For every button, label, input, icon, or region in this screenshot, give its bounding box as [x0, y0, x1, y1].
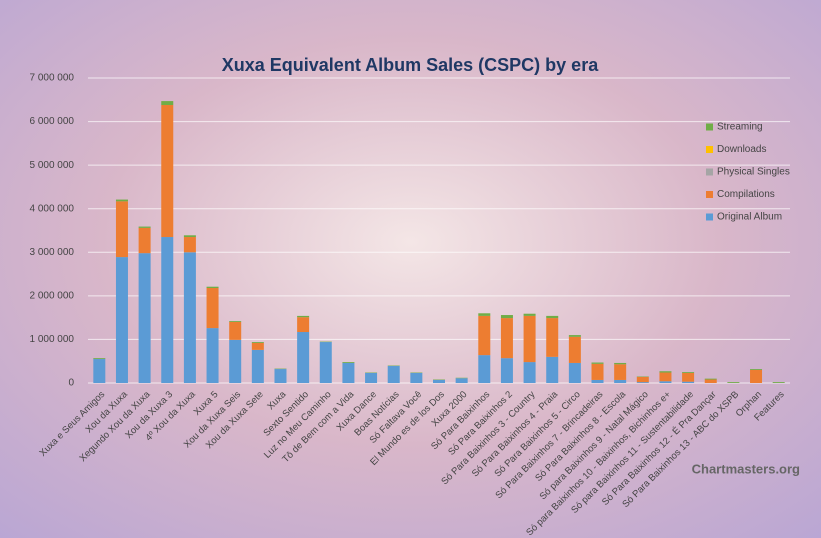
- y-tick-label: 3 000 000: [30, 247, 75, 258]
- bar-segment: [115, 201, 128, 258]
- bar-segment: [161, 105, 174, 238]
- bar-segment: [251, 342, 264, 343]
- bar-segment: [478, 313, 491, 316]
- bar-segment: [500, 318, 513, 359]
- bar-segment: [546, 356, 559, 383]
- bar-segment: [274, 369, 287, 383]
- y-tick-label: 0: [68, 378, 74, 389]
- bar-segment: [523, 315, 536, 363]
- bar-segment: [591, 379, 604, 383]
- bar-segment: [229, 321, 242, 322]
- bar-segment: [161, 237, 174, 383]
- bar-segment: [93, 358, 106, 360]
- bar-segment: [342, 362, 355, 363]
- bar-segment: [546, 315, 559, 319]
- bar-segment: [115, 199, 128, 202]
- bar-segment: [523, 313, 536, 316]
- bar-segment: [229, 339, 242, 383]
- bar-segment: [682, 372, 695, 373]
- bar-segment: [229, 322, 242, 340]
- bar-segment: [138, 226, 151, 228]
- legend-swatch: [706, 213, 713, 221]
- source: Chartmasters.org: [692, 461, 800, 476]
- bar-segment: [523, 362, 536, 383]
- bar-segment: [433, 379, 445, 383]
- bar-segment: [727, 382, 740, 383]
- bar-segment: [319, 342, 332, 383]
- bar-segment: [772, 382, 785, 383]
- bar-segment: [183, 252, 196, 383]
- legend-label: Original Album: [717, 212, 782, 223]
- legend-swatch: [706, 191, 713, 198]
- bar-segment: [206, 288, 219, 329]
- bar-segment: [568, 335, 581, 337]
- bar-segment: [614, 379, 627, 383]
- bar-segment: [591, 363, 604, 380]
- bar-segment: [251, 349, 264, 383]
- bar-segment: [614, 362, 627, 365]
- bar-segment: [206, 286, 219, 289]
- bar-segment: [183, 237, 196, 253]
- bar-segment: [568, 336, 581, 363]
- bar-segment: [251, 342, 264, 350]
- bar-segment: [206, 328, 219, 383]
- bar-segment: [183, 235, 196, 238]
- bar-segment: [546, 318, 559, 357]
- bar-segment: [568, 362, 581, 383]
- legend-swatch: [706, 146, 713, 153]
- bar-segment: [682, 372, 695, 382]
- bar-segment: [138, 253, 151, 383]
- bar-segment: [500, 358, 513, 383]
- legend-label: Compilations: [717, 189, 775, 200]
- bar-segment: [659, 381, 672, 383]
- y-tick-label: 6 000 000: [30, 116, 75, 127]
- legend-label: Physical Singles: [717, 167, 790, 178]
- legend-swatch: [706, 168, 713, 176]
- bar-segment: [455, 378, 468, 383]
- bar-segment: [410, 372, 423, 383]
- bar-segment: [636, 382, 649, 383]
- bar-segment: [138, 227, 151, 254]
- legend-swatch: [706, 123, 713, 131]
- bar-segment: [591, 362, 604, 364]
- bar-segment: [704, 378, 717, 380]
- bar-segment: [297, 332, 310, 383]
- bar-segment: [365, 372, 378, 383]
- bar-segment: [659, 371, 672, 373]
- y-tick-label: 4 000 000: [30, 203, 75, 214]
- bar-segment: [750, 369, 763, 383]
- legend-label: Downloads: [717, 144, 766, 155]
- bar-segment: [636, 376, 649, 383]
- bar-segment: [387, 366, 400, 383]
- bar-segment: [614, 364, 627, 380]
- bar-segment: [161, 101, 174, 106]
- y-tick-label: 1 000 000: [30, 334, 75, 345]
- bar-segment: [115, 257, 128, 383]
- bar-segment: [500, 315, 513, 319]
- bar-segment: [478, 315, 491, 356]
- bar-segment: [342, 362, 355, 383]
- bar-segment: [93, 359, 106, 383]
- bar-segment: [682, 381, 695, 383]
- bar-segment: [297, 317, 310, 333]
- bar-segment: [297, 315, 310, 318]
- bar-segment: [659, 372, 672, 382]
- bar-segment: [478, 355, 491, 383]
- legend-label: Streaming: [717, 122, 763, 133]
- bar-segment: [750, 369, 763, 370]
- y-tick-label: 7 000 000: [30, 73, 75, 84]
- bar-segment: [704, 379, 717, 383]
- y-tick-label: 5 000 000: [30, 160, 75, 171]
- chart-title: Xuxa Equivalent Album Sales (CSPC) by er…: [222, 55, 599, 75]
- y-tick-label: 2 000 000: [30, 290, 75, 301]
